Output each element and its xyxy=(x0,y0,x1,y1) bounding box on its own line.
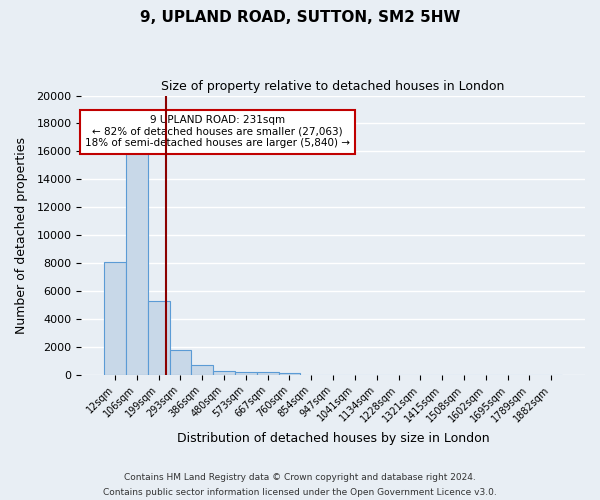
Text: Contains HM Land Registry data © Crown copyright and database right 2024.: Contains HM Land Registry data © Crown c… xyxy=(124,473,476,482)
Title: Size of property relative to detached houses in London: Size of property relative to detached ho… xyxy=(161,80,505,93)
Bar xyxy=(104,262,126,374)
Bar xyxy=(191,365,213,374)
Y-axis label: Number of detached properties: Number of detached properties xyxy=(15,136,28,334)
Text: Contains public sector information licensed under the Open Government Licence v3: Contains public sector information licen… xyxy=(103,488,497,497)
Bar xyxy=(213,370,235,374)
Text: 9 UPLAND ROAD: 231sqm
← 82% of detached houses are smaller (27,063)
18% of semi-: 9 UPLAND ROAD: 231sqm ← 82% of detached … xyxy=(85,115,350,148)
X-axis label: Distribution of detached houses by size in London: Distribution of detached houses by size … xyxy=(177,432,490,445)
Bar xyxy=(257,372,278,374)
Text: 9, UPLAND ROAD, SUTTON, SM2 5HW: 9, UPLAND ROAD, SUTTON, SM2 5HW xyxy=(140,10,460,25)
Bar xyxy=(170,350,191,374)
Bar xyxy=(126,143,148,374)
Bar xyxy=(148,300,170,374)
Bar xyxy=(235,372,257,374)
